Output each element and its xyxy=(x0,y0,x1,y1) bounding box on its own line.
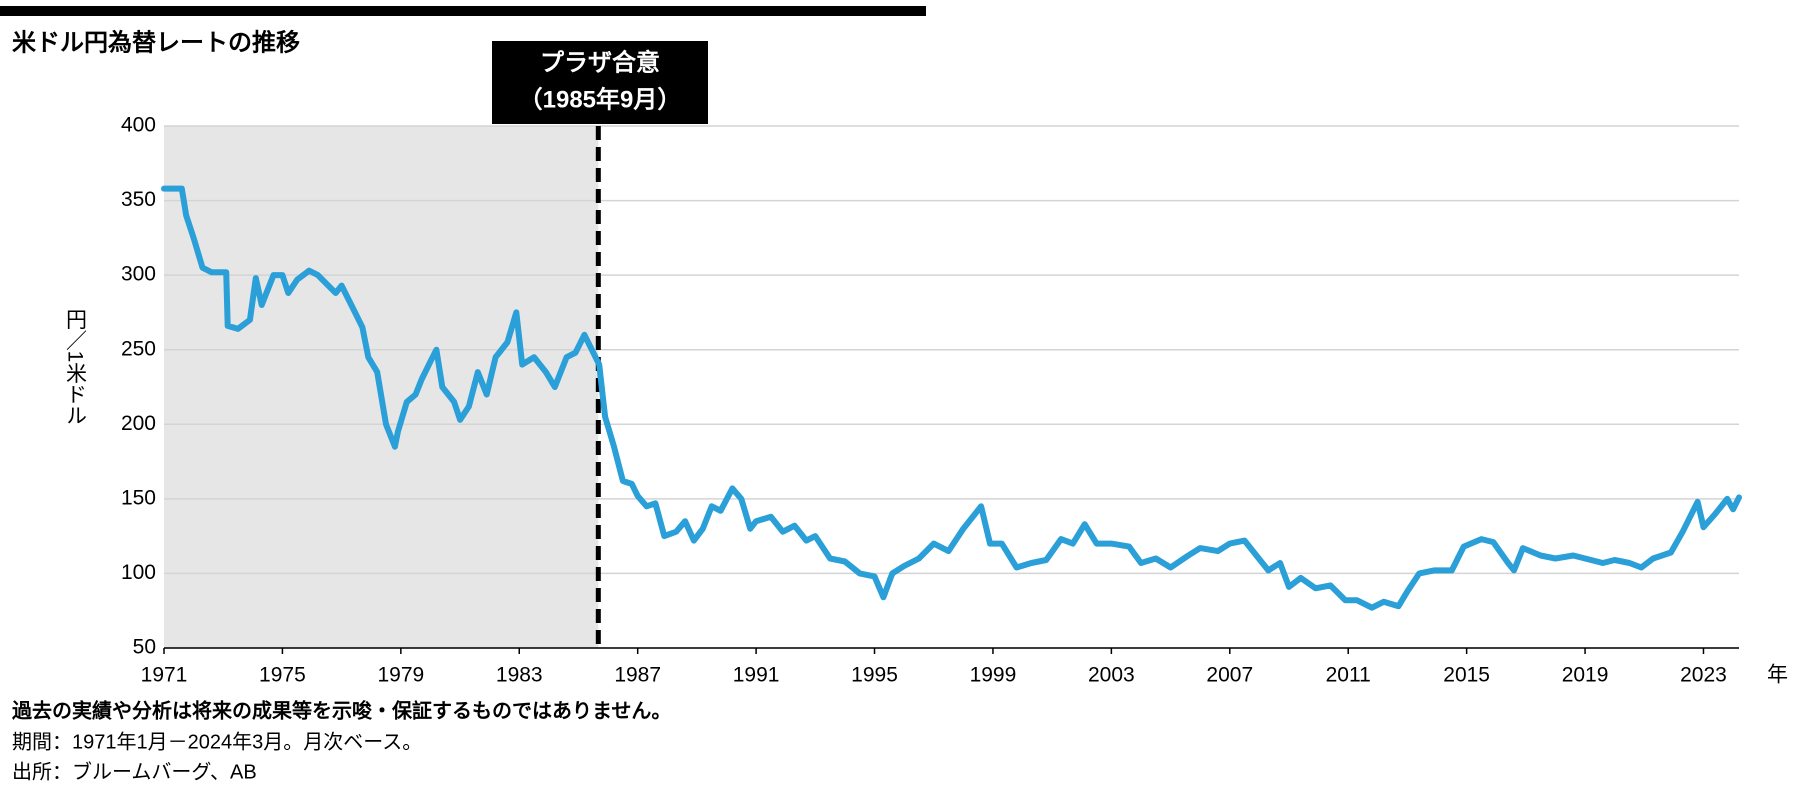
x-axis-label: 年 xyxy=(1767,664,1788,687)
x-tick-label: 2019 xyxy=(1562,664,1609,687)
x-tick-label: 1983 xyxy=(496,664,543,687)
annotation-box xyxy=(492,41,708,124)
y-tick-label: 250 xyxy=(121,337,156,360)
y-tick-label: 350 xyxy=(121,188,156,211)
y-tick-label: 200 xyxy=(121,412,156,435)
note: 出所：ブルームバーグ、AB xyxy=(12,759,257,783)
x-tick-label: 2011 xyxy=(1326,664,1371,687)
y-tick-label: 400 xyxy=(121,114,156,137)
x-tick-label: 1987 xyxy=(614,664,661,687)
x-tick-label: 2015 xyxy=(1443,664,1490,687)
series-line xyxy=(161,185,1742,611)
y-tick-label: 150 xyxy=(121,486,156,509)
annotation: プラザ合意 xyxy=(540,48,660,76)
chart-title: 米ドル円為替レートの推移 xyxy=(12,29,300,56)
y-tick-label: 300 xyxy=(121,263,156,286)
x-tick-label: 1975 xyxy=(259,664,306,687)
x-tick-label: 1999 xyxy=(970,664,1017,687)
x-tick-label: 1971 xyxy=(141,664,188,687)
x-tick-label: 1995 xyxy=(851,664,898,687)
note: 過去の実績や分析は将来の成果等を示唆・保証するものではありません。 xyxy=(12,698,671,722)
x-tick-label: 1979 xyxy=(377,664,424,687)
x-tick-label: 2003 xyxy=(1088,664,1135,687)
x-tick-label: 2007 xyxy=(1206,664,1253,687)
y-tick-label: 50 xyxy=(133,636,156,659)
note: 期間：1971年1月－2024年3月。月次ベース。 xyxy=(12,730,422,753)
x-tick-label: 2023 xyxy=(1680,664,1727,687)
top-bar xyxy=(0,6,926,16)
y-axis-label: 円／1米ドル xyxy=(63,309,87,426)
y-tick-label: 100 xyxy=(121,561,156,584)
annotation: （1985年9月） xyxy=(519,85,682,113)
x-tick-label: 1991 xyxy=(733,664,780,687)
